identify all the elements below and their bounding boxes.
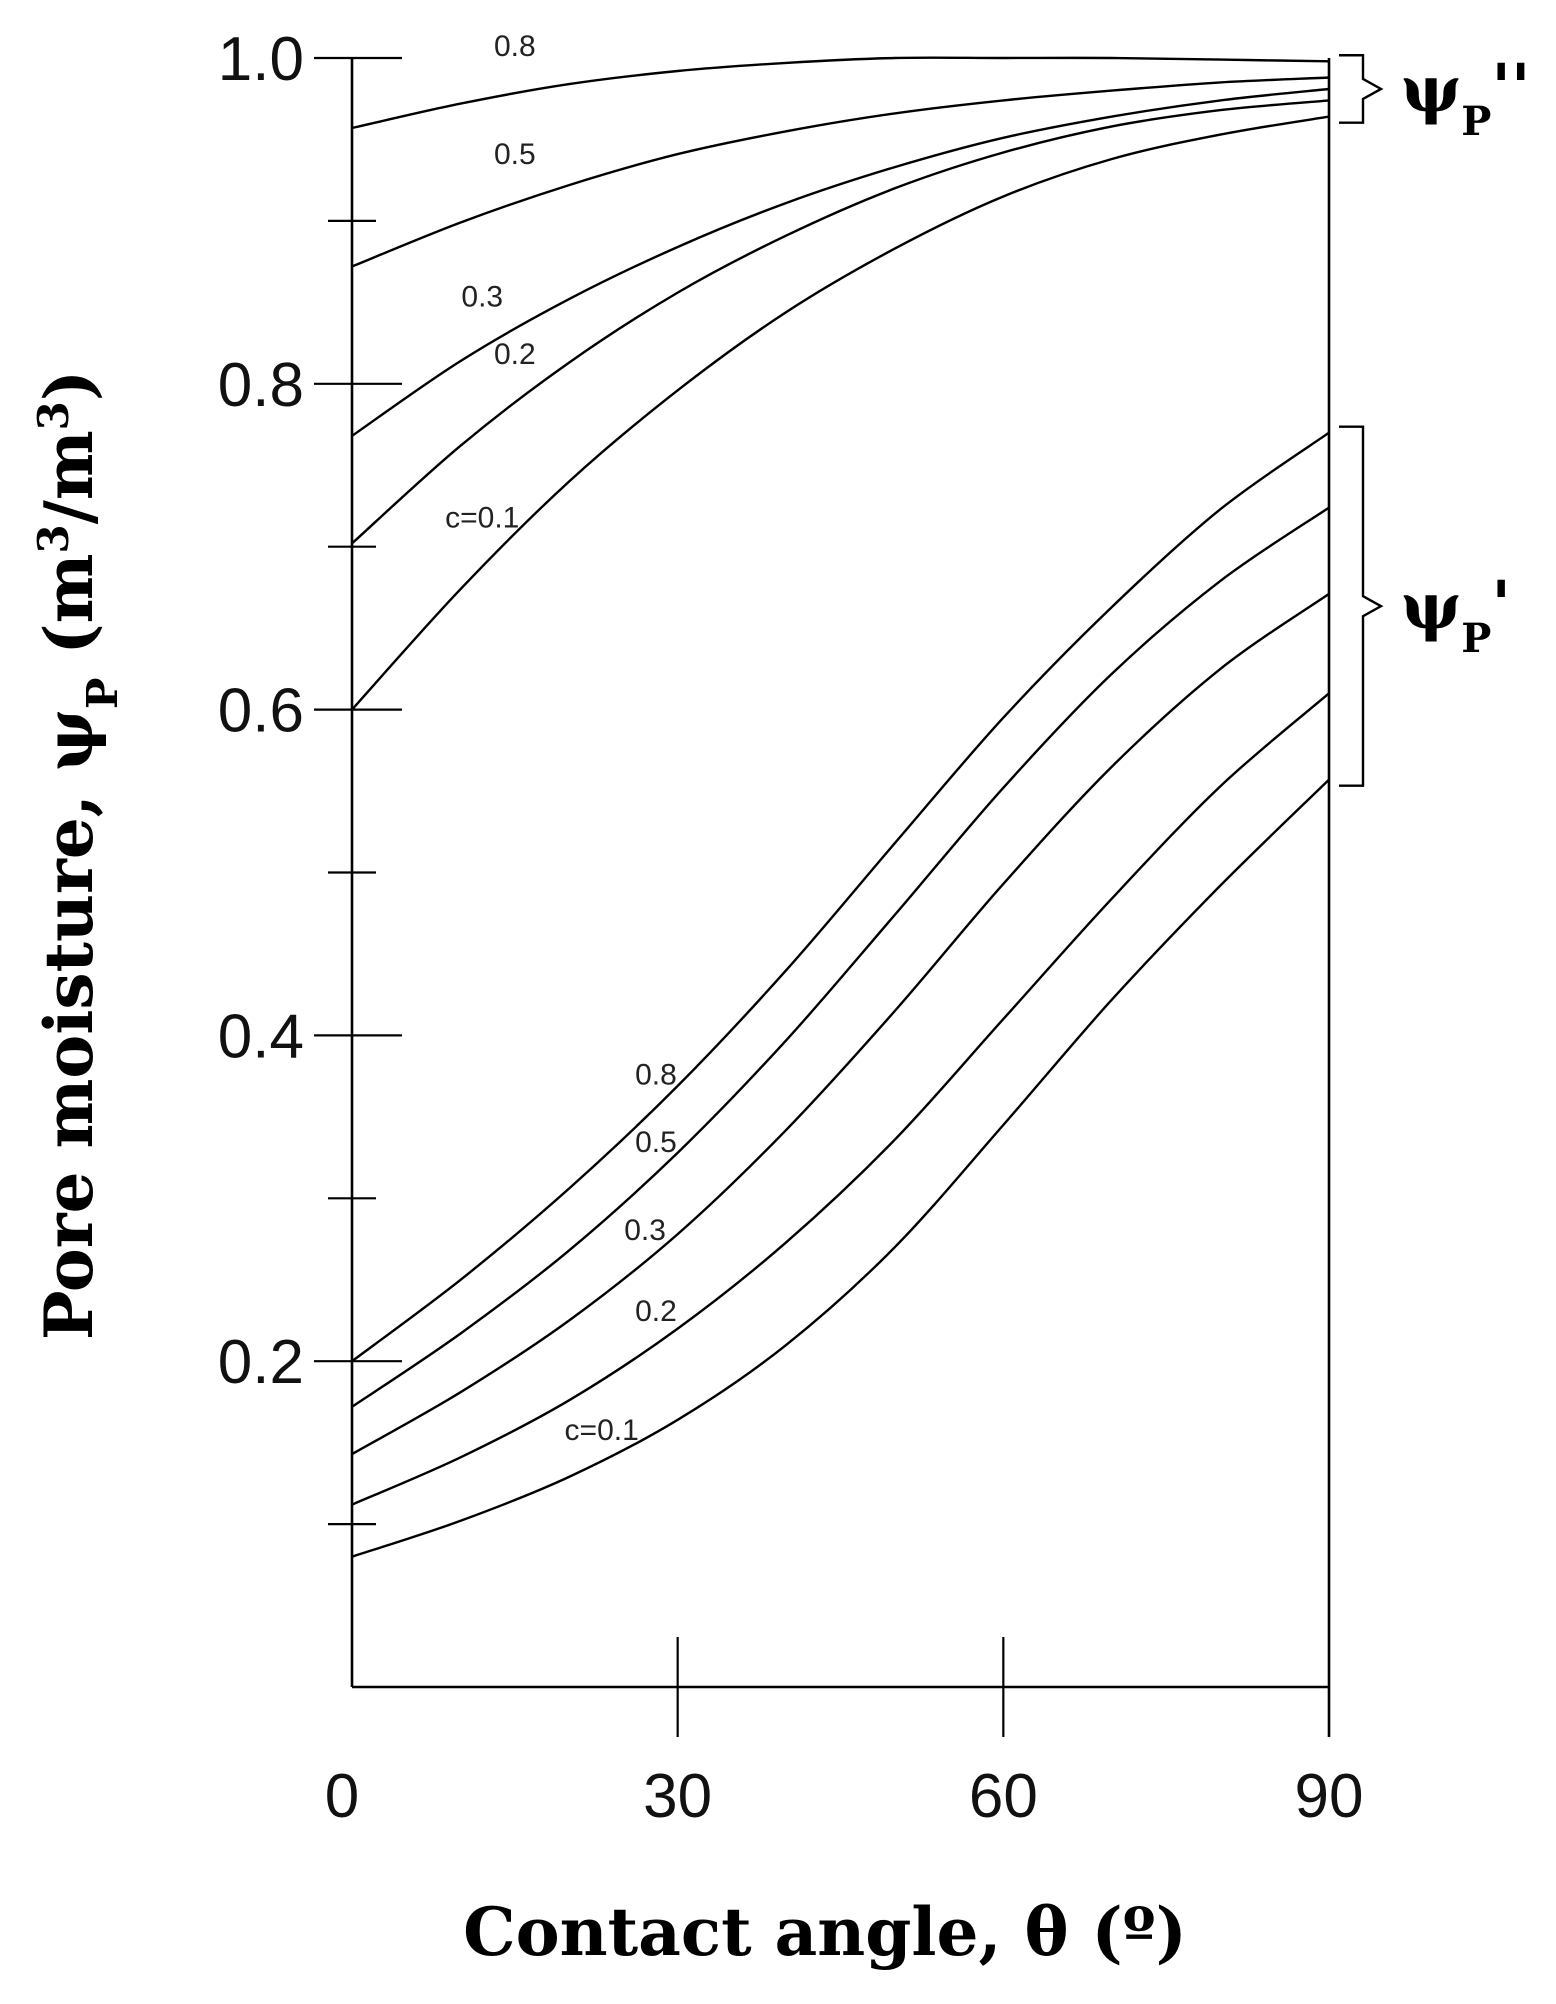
curves (351, 56, 1330, 1558)
y-axis-title-sup1: 3 (29, 524, 78, 553)
x-tick-label: 60 (969, 1762, 1038, 1831)
y-axis-title: Pore moisture, ψP (m3/m3) (29, 370, 127, 1340)
x-tick-label: 90 (1295, 1762, 1364, 1831)
curve-label: 0.2 (494, 338, 536, 371)
y-axis-title-unit-open: (m (30, 553, 108, 677)
curve-labels: 0.8 0.5 0.3 0.2 c=0.1 0.8 0.5 0.3 0.2 c=0.1 (445, 30, 677, 1447)
group-label: ψP' (1401, 567, 1511, 662)
curve-label: c=0.1 (445, 502, 519, 535)
y-tick-label: 0.4 (218, 1002, 304, 1071)
curve-upper-c-0.1 (351, 115, 1330, 711)
y-axis-title-unit-close: ) (30, 370, 108, 401)
curve-upper-0.5 (351, 76, 1330, 268)
curve-upper-0.3 (351, 87, 1330, 437)
curve-upper-0.2 (351, 99, 1330, 545)
group-label-sub: P (1461, 97, 1491, 144)
group-brace (1339, 425, 1384, 787)
curve-label: c=0.1 (565, 1414, 639, 1447)
curve-lower-0.2 (351, 692, 1330, 1506)
y-tick-label: 0.2 (218, 1328, 304, 1397)
y-tick-label: 0.6 (218, 677, 304, 746)
curve-lower-0.8 (351, 431, 1330, 1363)
y-axis-title-sup2: 3 (29, 401, 78, 430)
curve-label: 0.2 (635, 1295, 677, 1328)
group-label-main: ψ (1401, 569, 1461, 644)
curve-lower-c-0.1 (351, 778, 1330, 1558)
curve-label: 0.8 (494, 30, 536, 63)
y-tick-label: 0.8 (218, 351, 304, 420)
group-braces: ψP''ψP' (1339, 50, 1531, 787)
curve-label: 0.3 (624, 1214, 666, 1247)
curve-label: 0.3 (461, 281, 503, 314)
curve-lower-0.5 (351, 506, 1330, 1408)
curve-label: 0.5 (494, 138, 536, 171)
group-label-prime: '' (1491, 50, 1530, 125)
group-brace (1339, 54, 1384, 124)
y-axis-title-sub: P (78, 678, 127, 710)
ticks: 0.2 0.4 0.6 0.8 1.0 0 30 60 90 (218, 25, 1364, 1831)
curve-lower-0.3 (351, 592, 1330, 1456)
y-axis-title-lead: Pore moisture, ψ (30, 709, 108, 1340)
x-tick-label: 0 (325, 1762, 359, 1831)
y-tick-label: 1.0 (218, 25, 304, 94)
y-axis-title-unit-mid: /m (30, 430, 108, 524)
group-label-sub: P (1461, 615, 1491, 662)
group-label: ψP'' (1401, 50, 1531, 144)
group-label-main: ψ (1401, 52, 1461, 127)
curve-label: 0.8 (635, 1058, 677, 1091)
curve-upper-0.8 (351, 56, 1330, 130)
curve-label: 0.5 (635, 1126, 677, 1159)
group-label-prime: ' (1491, 567, 1511, 642)
x-tick-label: 30 (643, 1762, 712, 1831)
x-axis-title: Contact angle, θ (º) (463, 1893, 1187, 1971)
